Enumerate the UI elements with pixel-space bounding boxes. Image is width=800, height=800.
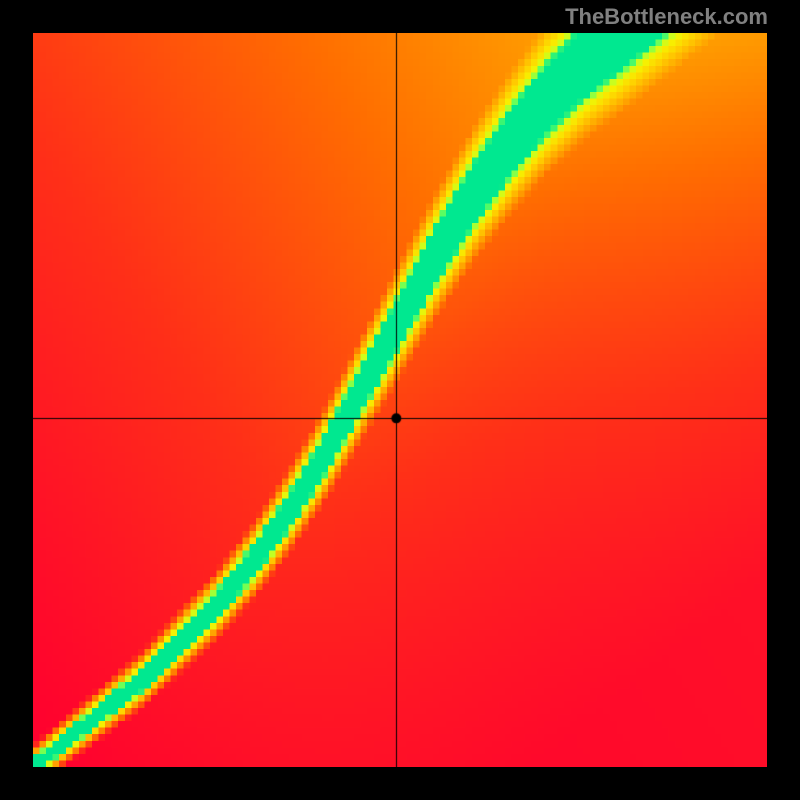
- crosshair-overlay: [33, 33, 767, 767]
- chart-container: TheBottleneck.com: [0, 0, 800, 800]
- watermark-text: TheBottleneck.com: [565, 4, 768, 30]
